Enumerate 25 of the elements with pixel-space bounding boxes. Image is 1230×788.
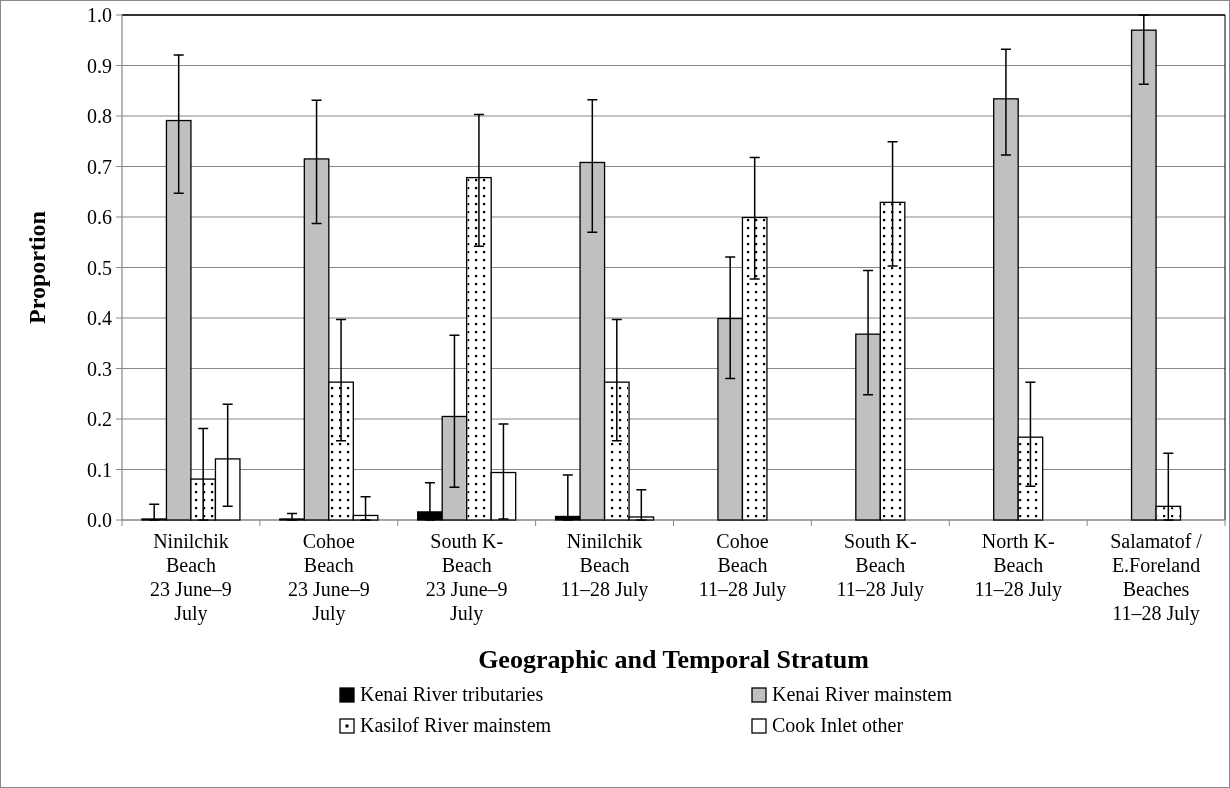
- x-tick-label: Salamatof / E.Foreland Beaches 11–28 July: [1110, 530, 1203, 625]
- legend-label: Kenai River mainstem: [772, 683, 953, 705]
- y-tick-label: 0.1: [87, 458, 112, 481]
- y-tick-label: 0.8: [87, 105, 112, 127]
- legend-label: Cook Inlet other: [772, 714, 904, 736]
- y-tick-label: 1.0: [87, 4, 112, 26]
- y-tick-label: 0.4: [87, 307, 112, 329]
- legend-label: Kenai River tributaries: [360, 683, 544, 705]
- x-axis-title: Geographic and Temporal Stratum: [478, 645, 870, 674]
- x-tick-label: Ninilchik Beach 23 June–9 July: [150, 530, 232, 625]
- y-tick-label: 0.5: [87, 256, 112, 279]
- x-tick-label: Cohoe Beach 23 June–9 July: [287, 530, 370, 625]
- x-tick-label: Cohoe Beach 11–28 July: [698, 530, 787, 601]
- y-tick-label: 0.9: [87, 54, 112, 77]
- y-tick-label: 0.2: [87, 408, 112, 430]
- y-axis-title: Proportion: [24, 211, 50, 324]
- y-tick-label: 0.7: [87, 155, 112, 178]
- x-tick-label: South K-Beach 23 June–9 July: [425, 530, 508, 625]
- x-tick-label: Ninilchik Beach 11–28 July: [560, 530, 649, 601]
- x-tick-label: South K-Beach 11–28 July: [836, 530, 925, 601]
- y-tick-label: 0.3: [87, 357, 112, 380]
- x-tick-label: North K-Beach 11–28 July: [974, 530, 1062, 601]
- legend-label: Kasilof River mainstem: [360, 714, 552, 736]
- y-tick-label: 0.6: [87, 206, 112, 228]
- y-tick-label: 0.0: [87, 509, 112, 531]
